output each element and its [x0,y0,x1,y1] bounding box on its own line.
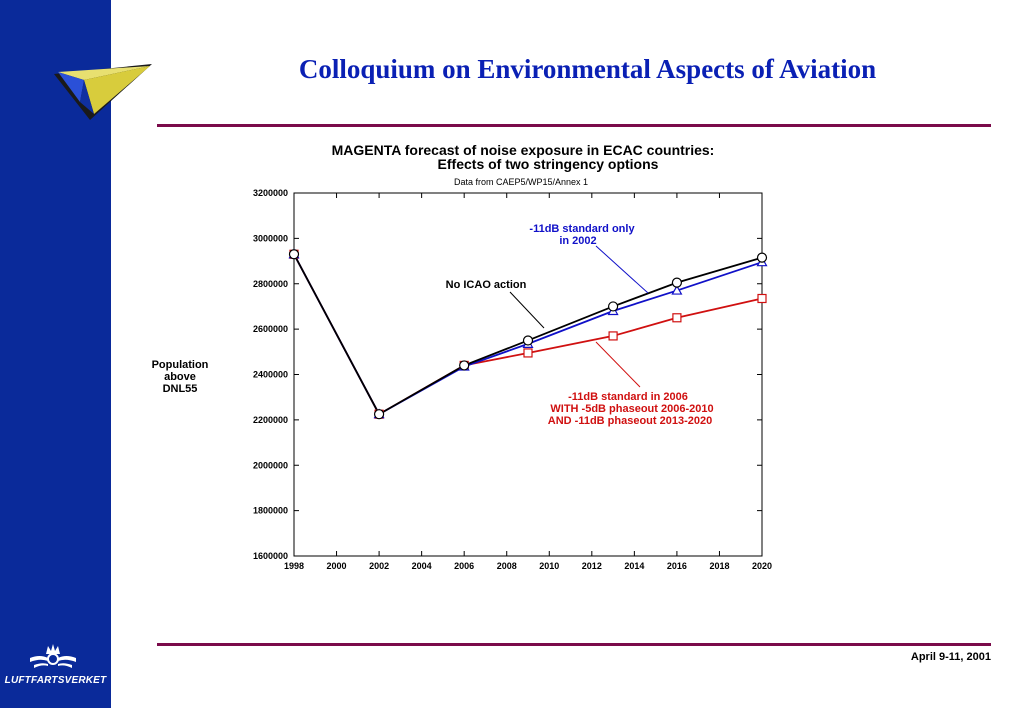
chart-subtitle: Data from CAEP5/WP15/Annex 1 [454,177,588,187]
x-tick-label: 2000 [327,561,347,571]
x-tick-label: 2004 [412,561,432,571]
x-tick-label: 2006 [454,561,474,571]
paper-plane-icon [54,64,152,120]
chart-title-line2: Effects of two stringency options [438,156,659,172]
data-point-no_icao [522,335,534,346]
data-point-std_2002 [671,284,683,295]
brand-name: LUFTFARTSVERKET [4,675,107,686]
x-tick-label: 2014 [624,561,644,571]
y-tick-label: 3000000 [253,233,288,243]
annotation-std-2006-line1: -11dB standard in 2006 [568,391,688,403]
x-tick-label: 1998 [284,561,304,571]
annotation-std-2006-line3: AND -11dB phaseout 2013-2020 [548,415,712,427]
crown-wings-icon [30,644,76,668]
sidebar: LUFTFARTSVERKET [0,0,152,708]
x-tick-label: 2012 [582,561,602,571]
data-point-std_2006 [672,313,682,323]
x-tick-label: 2010 [539,561,559,571]
y-tick-label: 3200000 [253,188,288,198]
bottom-divider [157,643,991,646]
page-title: Colloquium on Environmental Aspects of A… [298,54,877,84]
annotation-arrow-std-2002 [595,245,649,294]
y-axis-label-line1: Population [152,359,209,371]
chart-title-line1: MAGENTA forecast of noise exposure in EC… [332,142,715,158]
data-point-no_icao [373,409,385,420]
y-tick-label: 2600000 [253,324,288,334]
x-tick-label: 2018 [709,561,729,571]
y-tick-label: 2200000 [253,415,288,425]
y-axis-label-line2: above [164,371,196,383]
y-tick-label: 1800000 [253,506,288,516]
data-point-std_2006 [523,348,533,358]
annotation-arrow-no-icao [509,291,545,329]
data-point-std_2006 [757,293,767,304]
annotation-std-2002-line1: -11dB standard only [529,223,635,235]
y-tick-label: 2000000 [253,460,288,470]
x-tick-label: 2020 [752,561,772,571]
x-tick-label: 2008 [497,561,517,571]
y-axis-label-line3: DNL55 [163,383,198,395]
data-point-std_2006 [608,331,618,341]
x-tick-label: 2002 [369,561,389,571]
y-tick-label: 2400000 [253,370,288,380]
annotation-arrow-std-2006 [595,341,641,388]
data-point-no_icao [288,249,300,260]
top-divider [157,124,991,127]
annotation-std-2002-line2: in 2002 [559,235,596,247]
y-tick-label: 1600000 [253,551,288,561]
plot-area [293,192,763,557]
y-tick-label: 2800000 [253,279,288,289]
data-point-no_icao [607,301,619,312]
data-point-no_icao [756,252,768,263]
data-point-no_icao [459,360,470,371]
x-tick-label: 2016 [667,561,687,571]
series-line-no_icao [293,253,763,416]
footer-date: April 9-11, 2001 [910,651,991,663]
data-point-no_icao [671,277,683,288]
annotation-no-icao: No ICAO action [446,279,527,291]
annotation-std-2006-line2: WITH -5dB phaseout 2006-2010 [550,403,713,415]
